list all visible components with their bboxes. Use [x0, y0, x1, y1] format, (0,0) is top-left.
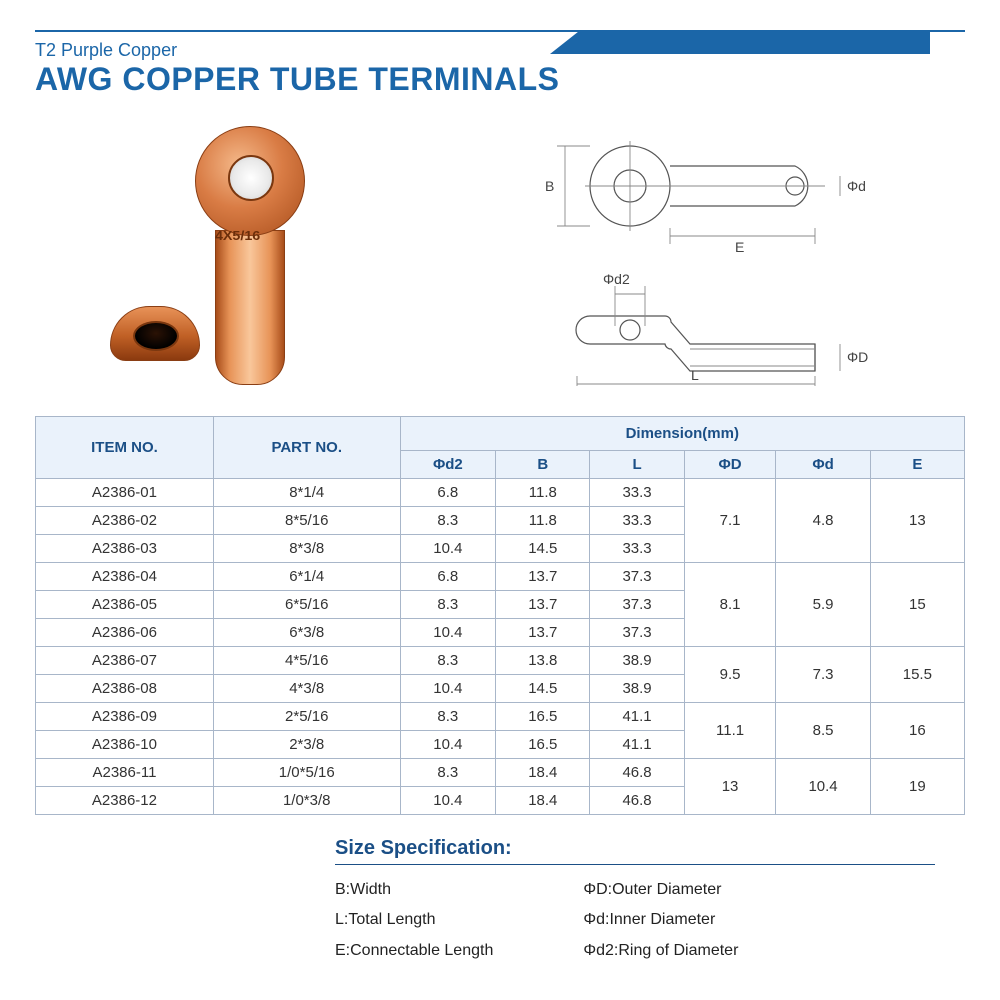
col-dim: B — [496, 451, 590, 479]
table-row: A2386-092*5/168.316.541.111.18.516 — [36, 703, 965, 731]
diagram-label-phiD: ΦD — [847, 349, 868, 365]
col-dim: L — [590, 451, 684, 479]
diagram-label-phid2: Φd2 — [603, 271, 630, 287]
col-item: ITEM NO. — [36, 417, 214, 479]
technical-diagram: B Φd E Φd2 ΦD L — [495, 126, 945, 386]
mid-row: 4X5/16 B Φd E — [35, 116, 965, 396]
size-spec-right-col: ΦD:Outer DiameterΦd:Inner DiameterΦd2:Ri… — [583, 875, 738, 966]
diagram-label-phid: Φd — [847, 178, 866, 194]
table-row: A2386-074*5/168.313.838.99.57.315.5 — [36, 647, 965, 675]
table-row: A2386-046*1/46.813.737.38.15.915 — [36, 563, 965, 591]
col-dim: ΦD — [684, 451, 776, 479]
size-specification: Size Specification: B:WidthL:Total Lengt… — [335, 837, 965, 966]
table-row: A2386-018*1/46.811.833.37.14.813 — [36, 479, 965, 507]
header-tab — [550, 30, 930, 54]
product-small-lug — [110, 306, 200, 381]
col-dim: E — [870, 451, 964, 479]
col-dim: Φd2 — [400, 451, 496, 479]
spec-table-body: A2386-018*1/46.811.833.37.14.813A2386-02… — [36, 479, 965, 815]
header-bar — [35, 30, 965, 32]
product-photo: 4X5/16 — [55, 116, 415, 396]
diagram-label-E: E — [735, 239, 744, 255]
size-spec-left-col: B:WidthL:Total LengthE:Connectable Lengt… — [335, 875, 493, 966]
table-row: A2386-111/0*5/168.318.446.81310.419 — [36, 759, 965, 787]
col-part: PART NO. — [213, 417, 400, 479]
spec-table-head: ITEM NO. PART NO. Dimension(mm) Φd2BLΦDΦ… — [36, 417, 965, 479]
product-stamp: 4X5/16 — [215, 228, 260, 243]
diagram-label-L: L — [691, 367, 699, 383]
spec-table: ITEM NO. PART NO. Dimension(mm) Φd2BLΦDΦ… — [35, 416, 965, 815]
size-spec-title: Size Specification: — [335, 837, 935, 865]
col-dim: Φd — [776, 451, 870, 479]
col-dimension-group: Dimension(mm) — [400, 417, 964, 451]
diagram-label-B: B — [545, 178, 554, 194]
product-main-lug: 4X5/16 — [195, 126, 305, 386]
header-title: AWG COPPER TUBE TERMINALS — [35, 61, 965, 98]
